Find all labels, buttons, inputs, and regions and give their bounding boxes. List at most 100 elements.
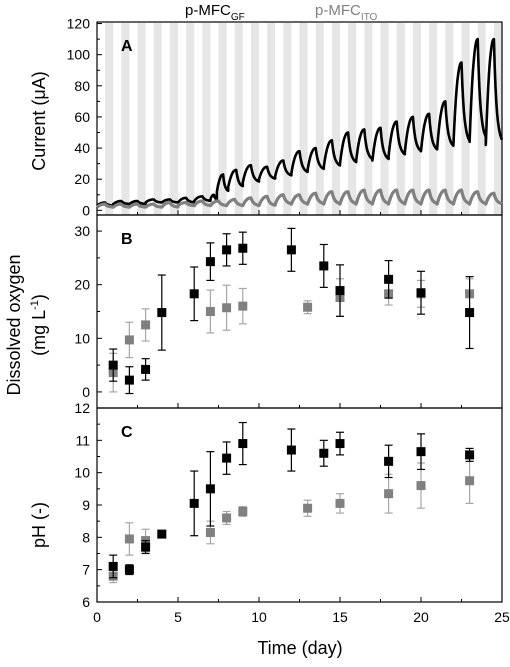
- panel-a-ytick-label: 0: [82, 202, 90, 218]
- light-period-band: [267, 23, 276, 215]
- light-period-band: [283, 23, 292, 215]
- data-point-gf: [108, 561, 118, 571]
- panel-b-ytick-label: 30: [74, 223, 90, 239]
- panel-b-ytick-label: 0: [82, 384, 90, 400]
- data-point-ito: [465, 476, 475, 486]
- data-point-ito: [222, 513, 232, 523]
- light-period-band: [315, 23, 324, 215]
- x-tick-label: 25: [494, 609, 510, 625]
- data-point-gf: [108, 360, 118, 370]
- data-point-gf: [384, 456, 394, 466]
- data-point-ito: [238, 506, 248, 516]
- data-point-ito: [205, 527, 215, 537]
- data-point-gf: [286, 245, 296, 255]
- light-period-band: [153, 23, 162, 215]
- panel-c-frame: [96, 407, 503, 603]
- light-period-band: [331, 23, 340, 215]
- data-point-ito: [238, 301, 248, 311]
- data-point-gf: [124, 565, 134, 575]
- data-point-ito: [124, 534, 134, 544]
- data-point-gf: [222, 453, 232, 463]
- light-period-band: [396, 23, 405, 215]
- data-point-gf: [205, 484, 215, 494]
- data-point-gf: [416, 288, 426, 298]
- data-point-gf: [189, 498, 199, 508]
- x-tick-label: 0: [93, 609, 101, 625]
- panel-c-ylabel: pH (-): [29, 502, 49, 548]
- data-point-gf: [416, 447, 426, 457]
- legend-ito: p-MFCITO: [315, 2, 378, 23]
- data-point-ito: [335, 498, 345, 508]
- x-tick-label: 10: [251, 609, 267, 625]
- data-point-gf: [157, 308, 167, 318]
- x-tick-label: 5: [174, 609, 182, 625]
- panel-c-ytick-label: 9: [82, 497, 90, 513]
- data-point-ito: [384, 489, 394, 499]
- panel-c-ytick-label: 7: [82, 562, 90, 578]
- data-point-ito: [124, 335, 134, 345]
- light-period-band: [429, 23, 438, 215]
- panel-a-letter: A: [121, 38, 133, 55]
- data-point-gf: [465, 308, 475, 318]
- panel-a-ylabel: Current (μA): [29, 71, 49, 170]
- data-point-gf: [238, 439, 248, 449]
- light-period-band: [380, 23, 389, 215]
- data-point-ito: [416, 481, 426, 491]
- light-period-band: [186, 23, 195, 215]
- light-period-band: [250, 23, 259, 215]
- panel-c-ytick-label: 10: [74, 465, 90, 481]
- light-period-band: [202, 23, 211, 215]
- data-point-gf: [286, 445, 296, 455]
- panel-c-ytick-label: 12: [74, 400, 90, 416]
- data-point-ito: [205, 307, 215, 316]
- data-point-gf: [384, 274, 394, 284]
- series-line-gf: [96, 37, 504, 207]
- data-point-ito: [222, 303, 232, 313]
- x-tick-label: 15: [332, 609, 348, 625]
- panel-b-ytick-label: 20: [74, 277, 90, 293]
- data-point-gf: [141, 364, 151, 374]
- panel-b-letter: B: [121, 231, 133, 248]
- panel-c-letter: C: [121, 424, 133, 441]
- light-period-band: [169, 23, 178, 215]
- data-point-gf: [124, 375, 134, 385]
- panel-b-ylabel-line2: (mg L-1): [29, 294, 49, 356]
- light-period-band: [105, 23, 114, 215]
- panel-a-ytick-label: 120: [67, 16, 91, 32]
- panel-c-ytick-label: 6: [82, 594, 90, 610]
- light-period-band: [218, 23, 227, 215]
- data-point-ito: [303, 503, 313, 513]
- data-point-ito: [303, 302, 313, 312]
- data-point-gf: [335, 439, 345, 449]
- legend-gf: p-MFCGF: [185, 2, 245, 23]
- light-period-band: [364, 23, 373, 215]
- panel-a-ytick-label: 100: [67, 47, 91, 63]
- panel-a-ytick-label: 80: [74, 78, 90, 94]
- data-point-gf: [319, 261, 329, 271]
- data-point-gf: [222, 245, 232, 255]
- light-period-band: [348, 23, 357, 215]
- light-period-band: [234, 23, 243, 215]
- data-point-ito: [141, 320, 151, 330]
- data-point-gf: [157, 529, 167, 539]
- data-point-gf: [238, 243, 248, 253]
- light-period-band: [121, 23, 130, 215]
- x-axis-title: Time (day): [257, 638, 342, 658]
- panel-a-ytick-label: 40: [74, 140, 90, 156]
- data-point-gf: [335, 286, 345, 296]
- light-period-band: [299, 23, 308, 215]
- series-line-ito: [96, 188, 503, 209]
- panel-c-ytick-label: 11: [75, 432, 90, 448]
- panel-a-ytick-label: 20: [74, 171, 90, 187]
- panel-b-ytick-label: 10: [74, 330, 90, 346]
- data-point-gf: [189, 289, 199, 299]
- panel-a-ytick-label: 60: [74, 109, 90, 125]
- data-point-gf: [319, 448, 329, 458]
- panel-b-ylabel-line1: Dissolved oxygen: [4, 254, 24, 395]
- x-tick-label: 20: [413, 609, 429, 625]
- data-point-gf: [205, 257, 215, 267]
- data-point-gf: [141, 542, 151, 552]
- light-period-band: [445, 23, 454, 215]
